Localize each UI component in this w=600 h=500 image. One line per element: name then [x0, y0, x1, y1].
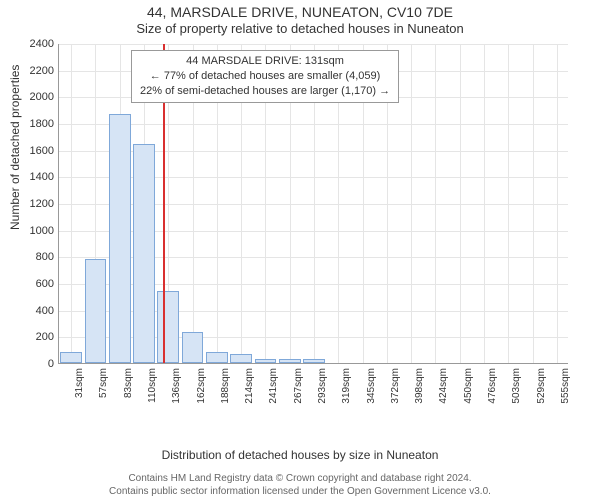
- x-tick-label: 162sqm: [196, 368, 207, 404]
- histogram-bar: [230, 354, 252, 363]
- x-tick-label: 398sqm: [414, 368, 425, 404]
- plot-area: 44 MARSDALE DRIVE: 131sqm← 77% of detach…: [58, 44, 568, 364]
- grid-v: [460, 44, 461, 363]
- x-tick-label: 529sqm: [536, 368, 547, 404]
- x-tick-label: 372sqm: [390, 368, 401, 404]
- grid-v: [71, 44, 72, 363]
- grid-v: [557, 44, 558, 363]
- y-tick-label: 1600: [14, 145, 54, 157]
- chart-container: 44, MARSDALE DRIVE, NUNEATON, CV10 7DE S…: [0, 0, 600, 500]
- histogram-bar: [255, 359, 277, 363]
- grid-v: [435, 44, 436, 363]
- x-tick-label: 110sqm: [147, 368, 158, 403]
- grid-v: [484, 44, 485, 363]
- x-tick-label: 450sqm: [463, 368, 474, 404]
- x-tick-label: 188sqm: [220, 368, 231, 404]
- x-axis-label: Distribution of detached houses by size …: [0, 448, 600, 462]
- histogram-bar: [206, 352, 228, 363]
- x-tick-label: 319sqm: [341, 368, 352, 404]
- x-tick-label: 424sqm: [438, 368, 449, 404]
- y-tick-label: 1400: [14, 171, 54, 183]
- x-tick-label: 136sqm: [171, 368, 182, 404]
- x-tick-label: 345sqm: [366, 368, 377, 404]
- histogram-bar: [109, 114, 131, 363]
- x-tick-label: 267sqm: [293, 368, 304, 404]
- y-tick-label: 800: [14, 251, 54, 263]
- histogram-bar: [133, 144, 155, 363]
- y-tick-label: 600: [14, 278, 54, 290]
- histogram-bar: [157, 291, 179, 363]
- x-tick-label: 476sqm: [487, 368, 498, 404]
- histogram-bar: [60, 352, 82, 363]
- title-line1: 44, MARSDALE DRIVE, NUNEATON, CV10 7DE: [0, 4, 600, 20]
- histogram-bar: [303, 359, 325, 363]
- y-tick-label: 1800: [14, 118, 54, 130]
- histogram-bar: [182, 332, 204, 363]
- y-tick-label: 2400: [14, 38, 54, 50]
- y-tick-label: 1000: [14, 225, 54, 237]
- x-tick-label: 555sqm: [560, 368, 571, 404]
- y-tick-label: 2200: [14, 65, 54, 77]
- chart-area: 44 MARSDALE DRIVE: 131sqm← 77% of detach…: [58, 44, 568, 408]
- y-tick-label: 200: [14, 331, 54, 343]
- grid-v: [508, 44, 509, 363]
- grid-v: [533, 44, 534, 363]
- annotation-line: ← 77% of detached houses are smaller (4,…: [140, 69, 390, 84]
- x-tick-label: 293sqm: [317, 368, 328, 404]
- y-tick-label: 400: [14, 305, 54, 317]
- x-tick-label: 31sqm: [74, 368, 85, 398]
- x-tick-label: 503sqm: [511, 368, 522, 404]
- x-tick-label: 214sqm: [244, 368, 255, 404]
- title-line2: Size of property relative to detached ho…: [0, 21, 600, 36]
- footer: Contains HM Land Registry data © Crown c…: [0, 472, 600, 498]
- y-tick-label: 2000: [14, 91, 54, 103]
- x-tick-label: 241sqm: [268, 368, 279, 404]
- footer-line2: Contains public sector information licen…: [0, 485, 600, 498]
- histogram-bar: [85, 259, 107, 363]
- histogram-bar: [279, 359, 301, 363]
- annotation-line: 22% of semi-detached houses are larger (…: [140, 84, 390, 99]
- grid-v: [411, 44, 412, 363]
- y-tick-label: 1200: [14, 198, 54, 210]
- title-block: 44, MARSDALE DRIVE, NUNEATON, CV10 7DE S…: [0, 0, 600, 36]
- y-tick-label: 0: [14, 358, 54, 370]
- x-tick-label: 83sqm: [123, 368, 134, 398]
- annotation-box: 44 MARSDALE DRIVE: 131sqm← 77% of detach…: [131, 50, 399, 103]
- annotation-line: 44 MARSDALE DRIVE: 131sqm: [140, 54, 390, 69]
- footer-line1: Contains HM Land Registry data © Crown c…: [0, 472, 600, 485]
- x-tick-label: 57sqm: [98, 368, 109, 398]
